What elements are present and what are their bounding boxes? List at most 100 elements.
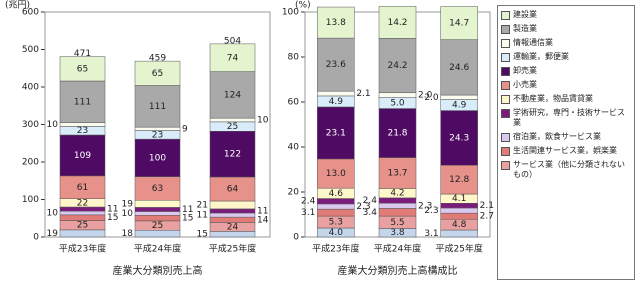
legend-swatch bbox=[501, 11, 510, 20]
data-label: 24.6 bbox=[449, 63, 469, 73]
y-tick-label: 200 bbox=[22, 158, 39, 168]
data-label: 4.1 bbox=[452, 194, 466, 204]
bar-segment bbox=[378, 208, 417, 217]
y-tick-label: 20 bbox=[288, 188, 300, 198]
data-label: 23.1 bbox=[326, 128, 346, 138]
data-label: 2.0 bbox=[418, 91, 433, 101]
legend-swatch bbox=[501, 95, 510, 104]
bar-segment bbox=[378, 197, 417, 204]
legend-label: 卸売業 bbox=[513, 66, 537, 75]
data-label: 5.5 bbox=[390, 218, 404, 228]
legend-swatch bbox=[501, 39, 510, 48]
bar-segment bbox=[440, 39, 478, 96]
data-label: 4.0 bbox=[329, 228, 344, 238]
data-label: 2.3 bbox=[418, 201, 432, 211]
bar-segment bbox=[317, 203, 355, 210]
data-label: 12.8 bbox=[449, 175, 469, 185]
data-label: 23.6 bbox=[326, 60, 346, 70]
legend: 建設業製造業情報通信業運輸業，郵便業 卸売業小売業不動産業，物品賃貸業学術研究，専… bbox=[497, 5, 635, 280]
legend-label: 情報通信業 bbox=[513, 38, 553, 47]
legend-item: 運輸業，郵便業 bbox=[501, 52, 631, 62]
data-label: 15 bbox=[197, 230, 208, 240]
data-label: 24 bbox=[227, 222, 239, 232]
data-label: 2.3 bbox=[424, 206, 438, 216]
y-tick-label: 400 bbox=[22, 83, 39, 93]
bar-segment bbox=[59, 122, 106, 127]
bar-segment bbox=[209, 176, 256, 202]
data-label: 100 bbox=[149, 153, 166, 163]
bar-segment bbox=[209, 117, 256, 123]
data-label: 2.4 bbox=[363, 196, 378, 206]
bar-segment bbox=[134, 215, 181, 222]
data-label: 25 bbox=[152, 221, 163, 231]
legend-label: 運輸業，郵便業 bbox=[513, 52, 569, 61]
data-label: 21 bbox=[197, 200, 208, 210]
x-tick-label: 平成23年度 bbox=[59, 243, 106, 255]
data-label: 4.6 bbox=[329, 189, 344, 199]
total-label: 459 bbox=[149, 53, 166, 63]
bar-segment bbox=[209, 216, 256, 223]
data-label: 15 bbox=[182, 214, 193, 224]
legend-item: 小売業 bbox=[501, 80, 631, 90]
data-label: 65 bbox=[77, 64, 88, 74]
data-label: 2.0 bbox=[424, 93, 439, 103]
legend-item: 生活関連サービス業，娯楽業 bbox=[501, 146, 631, 156]
y-tick-label: 40 bbox=[288, 143, 300, 153]
data-label: 4.2 bbox=[390, 189, 404, 199]
bar-segment bbox=[209, 43, 256, 72]
legend-item: 学術研究，専門・技術サービス業 bbox=[501, 108, 631, 128]
bar-segment bbox=[59, 210, 106, 216]
data-label: 11 bbox=[107, 205, 118, 215]
data-label: 19 bbox=[47, 229, 59, 239]
y-tick-label: 300 bbox=[22, 120, 39, 130]
legend-swatch bbox=[501, 53, 510, 62]
data-label: 25 bbox=[77, 221, 88, 231]
bar-segment bbox=[209, 131, 256, 178]
chart-title: 産業大分類別売上高構成比 bbox=[338, 264, 458, 277]
data-label: 19 bbox=[122, 199, 134, 209]
bar-segment bbox=[59, 134, 106, 177]
data-label: 109 bbox=[74, 151, 91, 161]
y-tick-label: 60 bbox=[288, 98, 300, 108]
data-label: 3.1 bbox=[301, 208, 315, 218]
legend-swatch bbox=[501, 67, 510, 76]
y-tick-label: 100 bbox=[22, 195, 39, 205]
legend-swatch bbox=[501, 81, 510, 90]
data-label: 22 bbox=[77, 198, 88, 208]
data-label: 10 bbox=[47, 209, 59, 219]
x-tick-label: 平成25年度 bbox=[209, 243, 256, 255]
data-label: 4.8 bbox=[452, 220, 467, 230]
data-label: 10 bbox=[47, 120, 59, 130]
data-label: 3.4 bbox=[363, 208, 378, 218]
bar-segment bbox=[134, 230, 181, 238]
data-label: 122 bbox=[224, 150, 241, 160]
x-tick-label: 平成24年度 bbox=[374, 243, 421, 255]
legend-label: サービス業（他に分類されないもの） bbox=[513, 160, 625, 179]
bar-segment bbox=[440, 207, 478, 214]
bar-segment bbox=[134, 211, 181, 216]
data-label: 13.7 bbox=[387, 168, 407, 178]
data-label: 65 bbox=[152, 69, 163, 79]
data-label: 15 bbox=[107, 213, 118, 223]
bar-segment bbox=[378, 108, 417, 158]
legend-item: 建設業 bbox=[501, 10, 631, 20]
x-tick-label: 平成23年度 bbox=[312, 243, 359, 255]
bar-segment bbox=[440, 229, 478, 238]
y-tick-label: 0 bbox=[293, 233, 299, 243]
data-label: 5.0 bbox=[390, 98, 405, 108]
data-label: 21.8 bbox=[387, 129, 407, 139]
y-tick-label: 80 bbox=[288, 53, 300, 63]
data-label: 111 bbox=[74, 97, 91, 107]
bar-segment bbox=[134, 85, 181, 128]
legend-label: 不動産業，物品賃貸業 bbox=[513, 94, 593, 103]
data-label: 9 bbox=[182, 124, 188, 134]
data-label: 11 bbox=[197, 211, 208, 221]
y-tick-label: 0 bbox=[33, 233, 39, 243]
data-label: 2.1 bbox=[356, 89, 370, 99]
legend-item: 製造業 bbox=[501, 24, 631, 34]
x-tick-label: 平成24年度 bbox=[134, 243, 181, 255]
data-label: 11 bbox=[257, 206, 268, 216]
data-label: 14.2 bbox=[387, 18, 407, 28]
